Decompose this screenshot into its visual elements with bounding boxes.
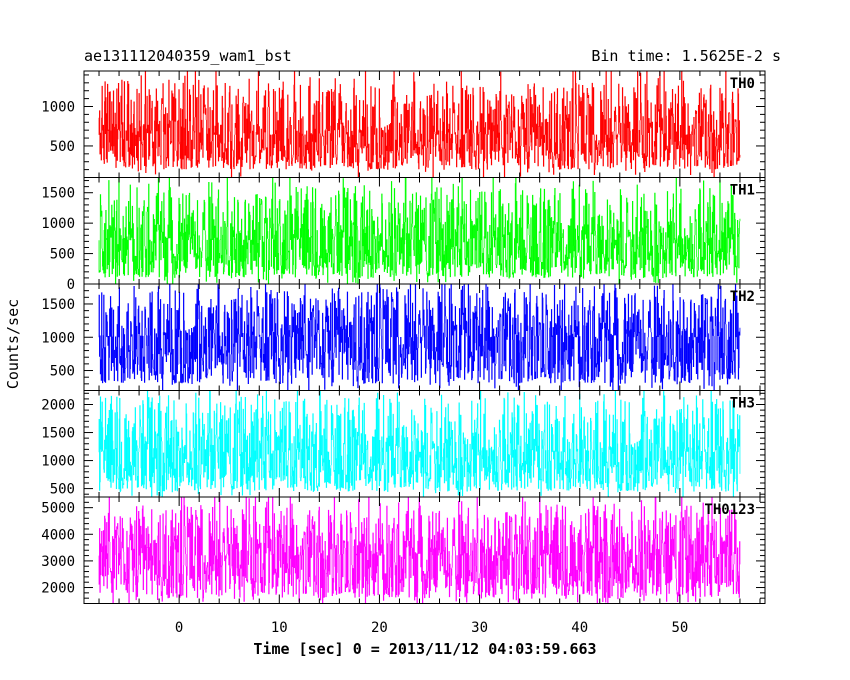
chart-title: ae131112040359_wam1_bst [84,47,292,65]
panel-th0123: 2000 3000 4000 5000 TH0123 [41,496,766,604]
panel-th1: 0 500 1000 1500 TH1 [41,177,766,293]
x-tick-label: 10 [271,620,288,636]
y-tick-label: 1500 [41,426,75,442]
y-tick-label: 500 [50,364,75,380]
y-tick-label: 3000 [41,554,75,570]
bin-time-label: Bin time: 1.5625E-2 s [591,47,781,65]
y-tick-label: 500 [50,139,75,155]
series-th1-line [98,177,741,284]
series-th0123-line [98,497,741,604]
x-tick-label: 50 [671,620,688,636]
panel-th3: 500 1000 1500 2000 TH3 [41,390,766,498]
y-tick-label: 2000 [41,398,75,414]
x-axis-tick-labels: 0 10 20 30 40 50 [175,620,688,636]
series-name-label: TH0 [730,76,755,92]
y-tick-label: 1000 [41,330,75,346]
x-tick-label: 0 [175,620,183,636]
y-tick-label: 1500 [41,297,75,313]
y-tick-label: 0 [67,277,75,293]
panel-th0: 500 1000 TH0 [41,70,766,178]
x-tick-label: 20 [371,620,388,636]
y-axis-label: Counts/sec [4,299,22,389]
series-name-label: TH1 [730,183,755,199]
x-axis-label: Time [sec] 0 = 2013/11/12 04:03:59.663 [253,640,596,658]
x-tick-label: 40 [571,620,588,636]
y-tick-label: 1500 [41,186,75,202]
y-tick-label: 1000 [41,216,75,232]
y-tick-label: 5000 [41,501,75,517]
y-tick-label: 1000 [41,100,75,116]
series-name-label: TH3 [730,396,755,412]
y-tick-label: 4000 [41,527,75,543]
y-tick-label: 2000 [41,581,75,597]
x-tick-label: 30 [471,620,488,636]
series-th0-line [98,71,741,178]
series-th2-line [98,284,741,391]
series-th3-line [98,390,741,497]
panel-th2: 500 1000 1500 TH2 [41,283,766,391]
y-tick-label: 500 [50,247,75,263]
y-tick-label: 500 [50,482,75,498]
y-tick-label: 1000 [41,454,75,470]
series-name-label: TH0123 [704,502,755,518]
series-name-label: TH2 [730,289,755,305]
